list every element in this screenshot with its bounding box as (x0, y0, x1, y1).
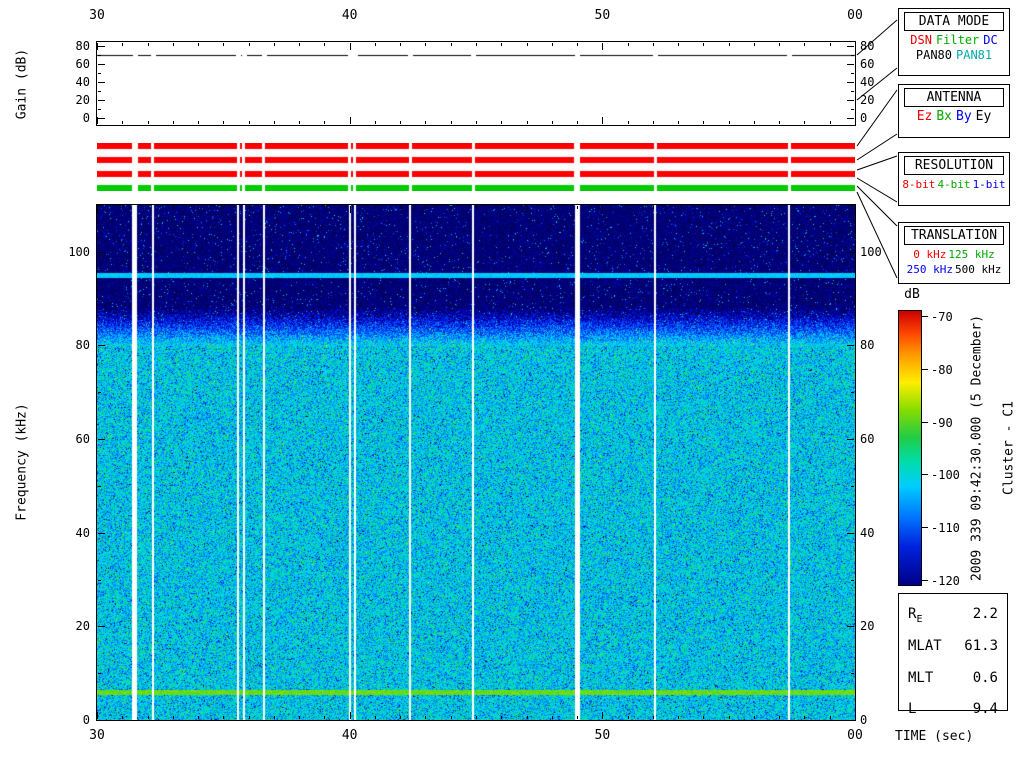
freq-tick-label-right: 20 (860, 619, 875, 634)
data-mode-title: DATA MODE (904, 12, 1004, 31)
translation-line2: 250 kHz 500 kHz (899, 262, 1009, 277)
colorbar-tick-label: -70 (931, 309, 953, 324)
connector-line (856, 191, 898, 279)
freq-tick-label-right: 0 (860, 713, 868, 727)
colorbar-title: dB (904, 287, 920, 302)
x-tick-label-bottom: 40 (341, 728, 358, 743)
gain-tick-label-right: 0 (860, 110, 868, 125)
freq-tick-label-left: 20 (75, 619, 90, 634)
gain-tick-label-left: 40 (75, 74, 90, 89)
data-mode-line1-item-2: DC (983, 33, 998, 47)
translation-line2-item-0: 250 kHz (906, 263, 953, 276)
x-tick-label-bottom: 50 (594, 728, 611, 743)
freq-tick-label-right: 100 (860, 244, 882, 259)
data-mode-line2: PAN80 PAN81 (899, 48, 1009, 63)
colorbar-tick-label: -100 (931, 467, 960, 482)
translation-line1: 0 kHz 125 kHz (899, 247, 1009, 262)
antenna-line1-item-1: Bx (936, 109, 952, 124)
spectrogram-canvas (97, 205, 855, 720)
data-mode-line1-item-1: Filter (935, 33, 980, 47)
translation-line1-item-0: 0 kHz (913, 248, 947, 261)
gain-tick-label-right: 60 (860, 56, 875, 71)
ephemeris-panel: RE 2.2 MLAT 61.3 MLT 0.6 L 9.4 (898, 593, 1008, 717)
x-tick-label-top: 50 (594, 8, 611, 23)
resolution-line1: 8-bit 4-bit 1-bit (899, 177, 1009, 192)
translation-line1-item-1: 125 kHz (948, 248, 995, 261)
antenna-line1-item-2: By (956, 109, 972, 124)
freq-tick-label-left: 40 (75, 525, 90, 540)
resolution-panel: RESOLUTION 8-bit 4-bit 1-bit (898, 152, 1010, 206)
antenna-line1-item-0: Ez (916, 109, 933, 124)
data-mode-line1-item-0: DSN (910, 33, 932, 47)
connector-line (856, 155, 898, 171)
colorbar-tick-label: -90 (931, 415, 953, 430)
gain-tick-label-right: 40 (860, 74, 875, 89)
gain-tick-label-left: 0 (82, 110, 90, 125)
antenna-title: ANTENNA (904, 88, 1004, 107)
x-tick-label-top: 30 (89, 8, 105, 23)
ephemeris-label-re: RE (908, 606, 923, 625)
time-axis-title: TIME (sec) (895, 729, 974, 744)
gain-tick-label-right: 20 (860, 92, 875, 107)
x-tick-label-top: 00 (847, 8, 863, 23)
frequency-axis-title: Frequency (kHz) (14, 403, 30, 521)
ephemeris-row-mlt: MLT 0.6 (908, 665, 998, 697)
status-bars-canvas (97, 143, 855, 191)
antenna-line1-item-3: Ey (975, 109, 992, 124)
ephemeris-label-mlt: MLT (908, 669, 934, 686)
connector-line (856, 133, 898, 161)
ephemeris-label-l: L (908, 701, 917, 718)
ephemeris-row-re: RE 2.2 (908, 601, 998, 633)
data-mode-panel: DATA MODE DSN Filter DC PAN80 PAN81 (898, 8, 1010, 76)
ephemeris-value-mlat: 61.3 (964, 637, 998, 654)
x-tick-label-bottom: 00 (847, 728, 863, 743)
x-tick-label-top: 40 (341, 8, 358, 23)
resolution-line1-item-0: 8-bit (902, 178, 936, 191)
resolution-title: RESOLUTION (904, 156, 1004, 175)
gain-tick-label-right: 80 (860, 38, 875, 53)
freq-tick-label-left: 100 (68, 244, 90, 259)
data-mode-line2-item-0: PAN80 (915, 48, 952, 62)
connector-line (856, 185, 898, 227)
freq-tick-label-right: 40 (860, 525, 875, 540)
timestamp-label: 2009 339 09:42:30.000 (5 December) (969, 314, 985, 582)
x-tick-label-bottom: 30 (89, 728, 105, 743)
freq-tick-label-left: 80 (75, 338, 90, 353)
freq-tick-label-right: 80 (860, 338, 875, 353)
resolution-line1-item-1: 4-bit (937, 178, 971, 191)
colorbar-tick-label: -120 (931, 573, 960, 588)
freq-tick-label-left: 0 (82, 713, 90, 727)
freq-tick-label-right: 60 (860, 432, 875, 447)
translation-line2-item-1: 500 kHz (955, 263, 1002, 276)
translation-panel: TRANSLATION 0 kHz 125 kHz 250 kHz 500 kHz (898, 222, 1010, 284)
ephemeris-label-mlat: MLAT (908, 637, 942, 654)
colorbar-tick-label: -110 (931, 520, 960, 535)
spacecraft-label: Cluster - C1 (1001, 401, 1017, 495)
gain-tick-label-left: 60 (75, 56, 90, 71)
colorbar-tick-label: -80 (931, 362, 953, 377)
data-mode-line2-item-1: PAN81 (956, 48, 993, 62)
antenna-line1: Ez Bx By Ey (899, 109, 1009, 124)
freq-tick-label-left: 60 (75, 432, 90, 447)
ephemeris-row-mlat: MLAT 61.3 (908, 633, 998, 665)
ephemeris-value-re: 2.2 (972, 606, 998, 622)
resolution-line1-item-2: 1-bit (972, 178, 1006, 191)
gain-tick-label-left: 80 (75, 38, 90, 53)
gain-axis-title: Gain (dB) (14, 48, 30, 120)
gain-trace-canvas (97, 42, 855, 125)
ephemeris-value-mlt: 0.6 (972, 669, 998, 686)
ephemeris-value-l: 9.4 (972, 701, 998, 718)
connector-line (856, 177, 898, 203)
data-mode-line1: DSN Filter DC (899, 33, 1009, 48)
translation-title: TRANSLATION (904, 226, 1004, 245)
gain-tick-label-left: 20 (75, 92, 90, 107)
antenna-panel: ANTENNA Ez Bx By Ey (898, 84, 1010, 138)
colorbar (898, 310, 922, 586)
ephemeris-row-l: L 9.4 (908, 696, 998, 728)
